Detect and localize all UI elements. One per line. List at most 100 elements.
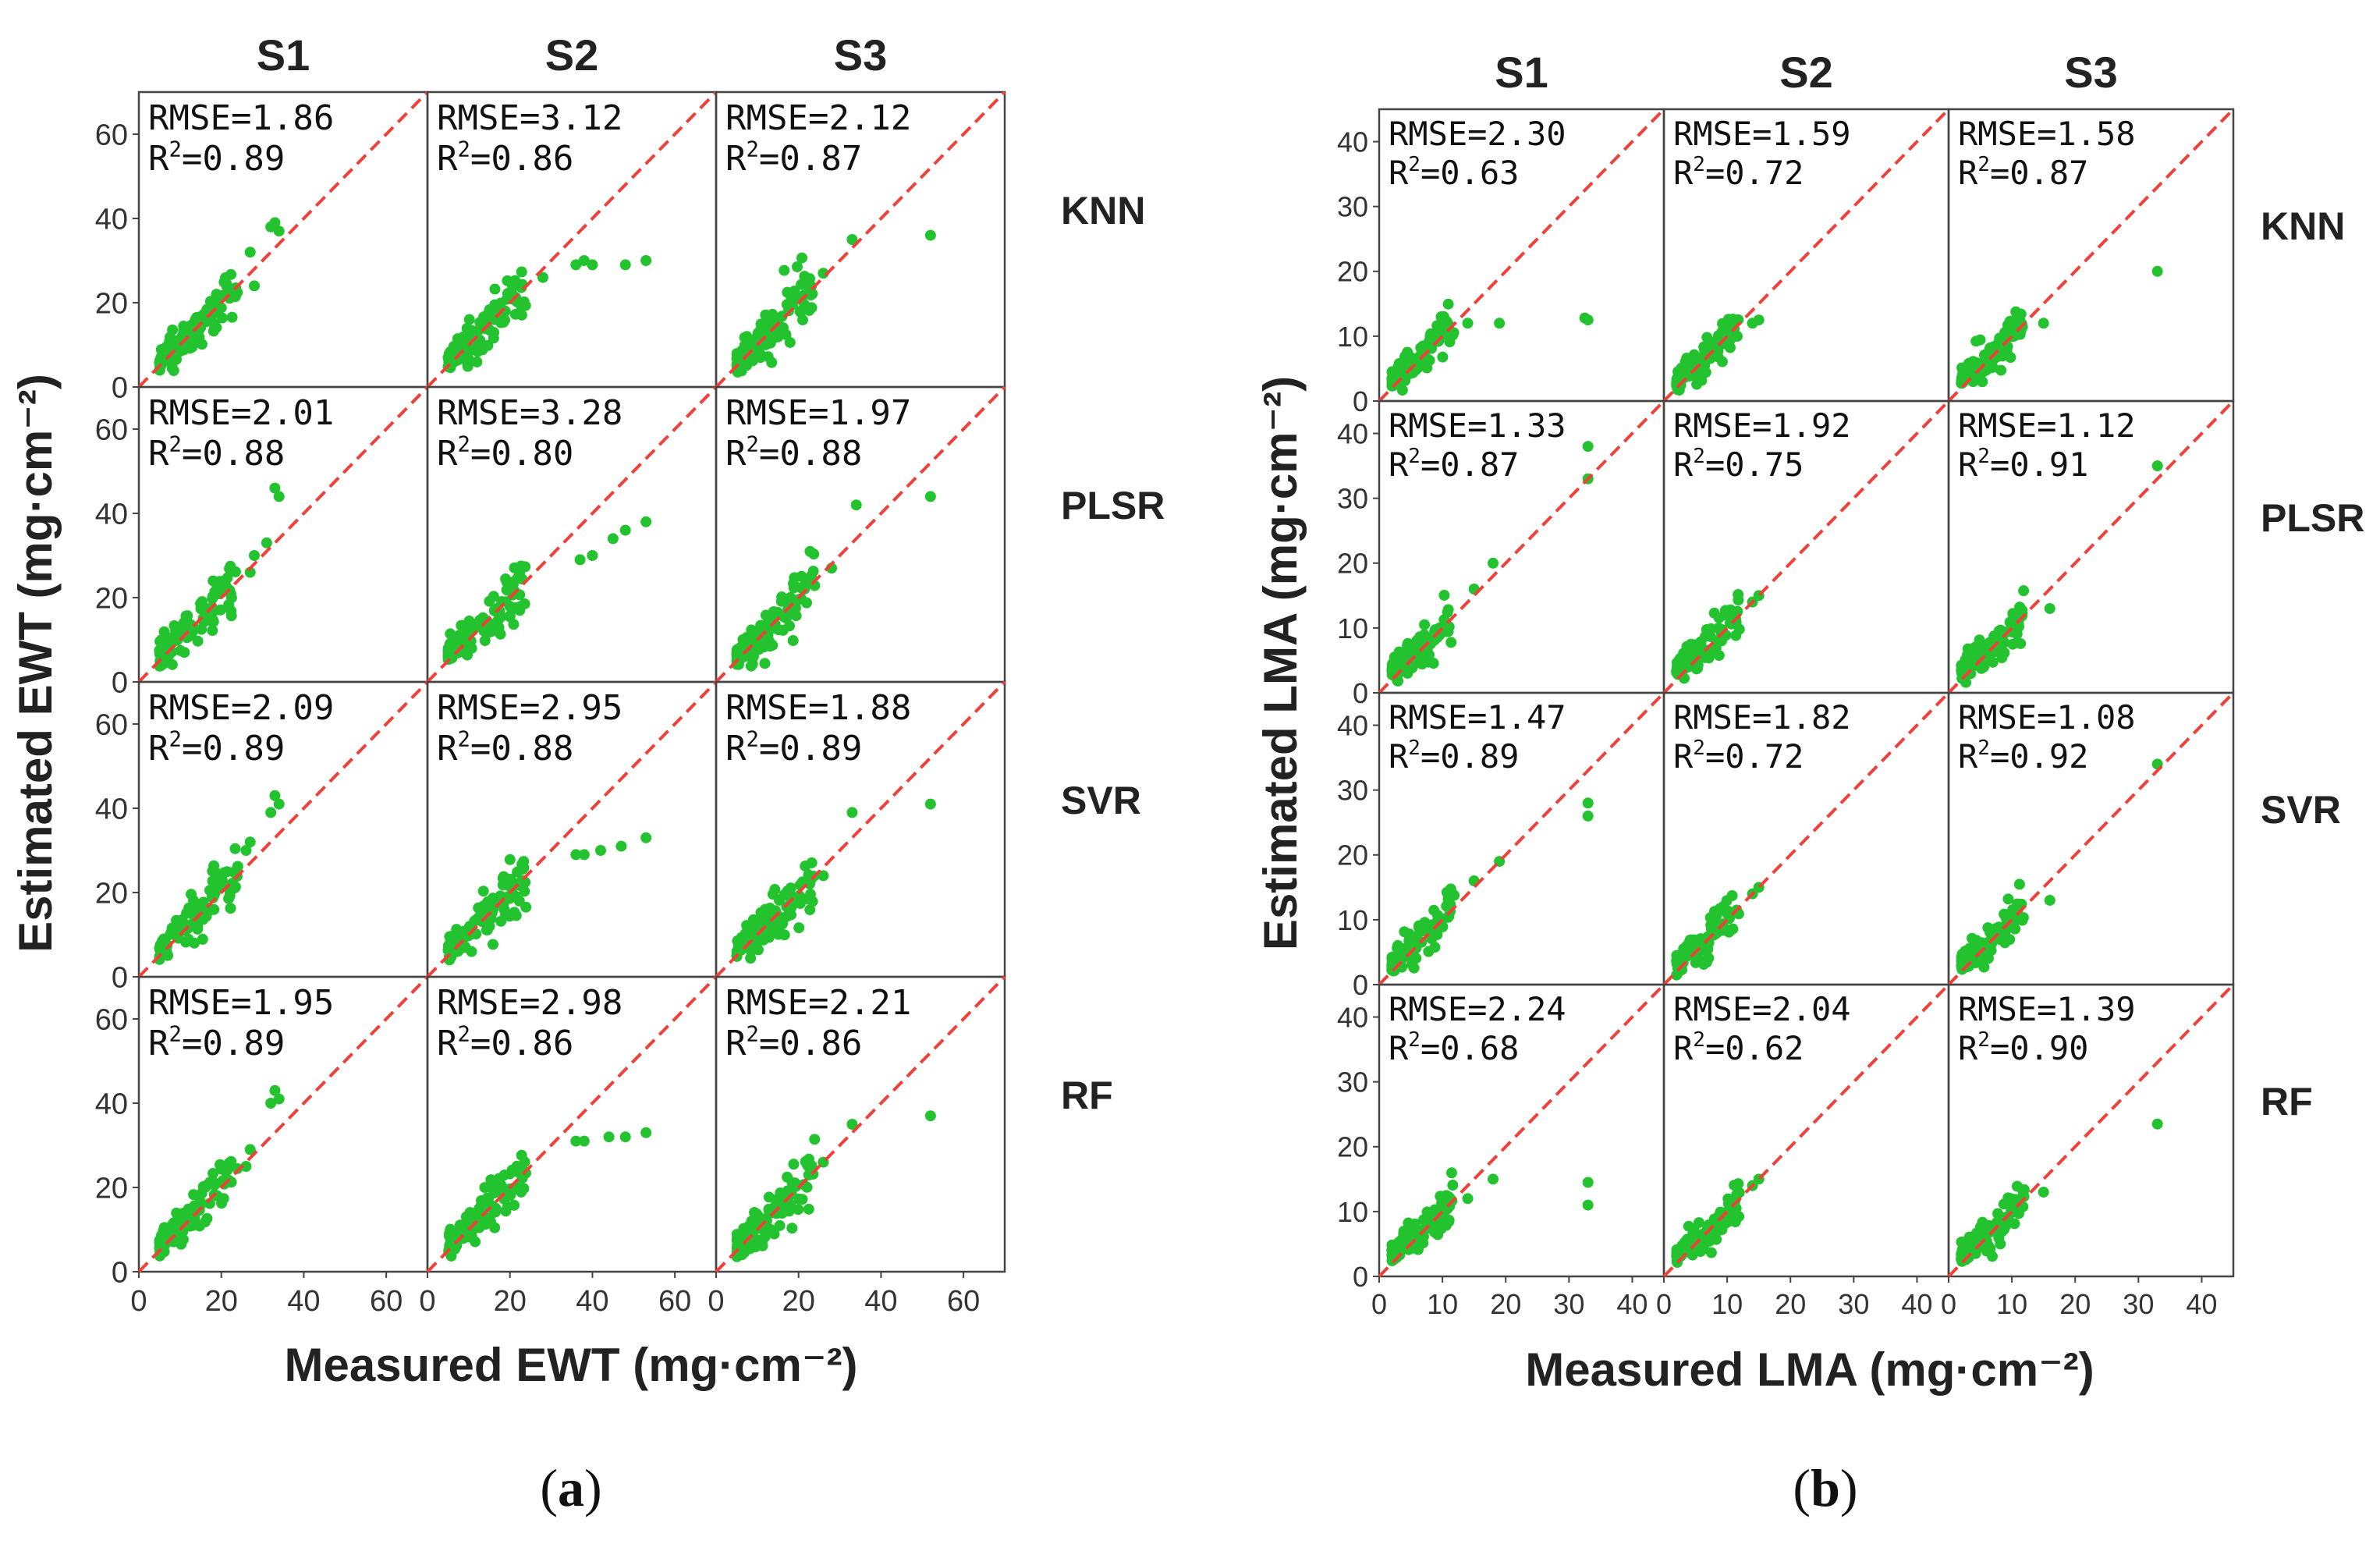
data-point (518, 296, 530, 307)
data-point (229, 843, 241, 854)
data-point-outlier (261, 537, 272, 548)
data-point (175, 644, 186, 656)
one-to-one-line (137, 91, 429, 389)
data-point (222, 1159, 234, 1170)
data-point (504, 610, 516, 622)
x-tick-label: 30 (2123, 1288, 2154, 1320)
data-point (799, 299, 810, 311)
data-point (798, 1179, 810, 1191)
data-point-outlier (924, 229, 936, 241)
data-point (1996, 652, 2008, 664)
rmse-label: RMSE=1.58 (1958, 115, 2136, 153)
data-point (789, 286, 800, 297)
r2-label: R2=0.89 (148, 1022, 285, 1063)
data-point (770, 926, 782, 938)
one-to-one-line (1378, 108, 1665, 403)
data-point (2002, 1214, 2013, 1226)
data-point (1391, 953, 1403, 964)
y-tick-label: 0 (1353, 385, 1368, 417)
data-point (165, 633, 176, 644)
data-point (779, 264, 790, 276)
data-point (1393, 357, 1405, 369)
data-point (1403, 362, 1415, 374)
data-point (226, 884, 238, 896)
data-point-outlier (240, 1161, 252, 1172)
data-point (747, 355, 759, 367)
data-point (776, 591, 788, 603)
data-point (777, 624, 789, 636)
data-point (197, 914, 209, 925)
r2-label: R2=0.91 (1958, 445, 2088, 484)
one-to-one-line (1947, 108, 2235, 403)
y-tick-label: 20 (95, 1173, 128, 1205)
rmse-label: RMSE=3.28 (437, 393, 622, 433)
one-to-one-line (715, 91, 1006, 389)
rmse-label: RMSE=1.97 (725, 393, 911, 433)
r2-label: R2=0.72 (1673, 153, 1804, 192)
data-point (764, 337, 776, 349)
figure-b-row-label-knn: KNN (2261, 204, 2345, 248)
rmse-label: RMSE=3.12 (437, 98, 622, 138)
data-point (479, 1182, 491, 1194)
data-point (199, 1216, 211, 1228)
r2-label: R2=0.88 (437, 727, 573, 768)
data-point (1695, 639, 1707, 651)
one-to-one-line (1378, 399, 1665, 694)
data-point (747, 922, 759, 934)
figure-a: S1 S2 S3KNNPLSRSVRRFRMSE=1.86R2=0.89020406… (9, 30, 1165, 1517)
data-point (789, 1177, 801, 1189)
data-point-outlier (846, 807, 858, 818)
data-point (759, 658, 771, 669)
one-to-one-line (1378, 983, 1665, 1278)
data-point (209, 586, 221, 598)
data-point (750, 1241, 761, 1253)
data-point (1978, 961, 1990, 973)
r2-label: R2=0.90 (1958, 1028, 2088, 1067)
data-point (196, 339, 207, 350)
data-point-outlier (846, 234, 858, 245)
data-point (1442, 298, 1454, 310)
figure-a-column-label-s3: S3 (834, 30, 888, 80)
data-point-outlier (265, 1098, 277, 1109)
data-point (459, 354, 471, 366)
data-point-outlier (2044, 894, 2055, 906)
figure-a-label-letter: a (558, 1458, 584, 1517)
data-point (1722, 321, 1733, 333)
data-point (1995, 1221, 2007, 1233)
data-point (218, 1176, 230, 1187)
data-point (735, 1229, 747, 1241)
r2-label: R2=0.89 (148, 137, 285, 179)
data-point (471, 356, 483, 367)
data-point-outlier (2038, 318, 2049, 329)
data-point (1691, 663, 1703, 675)
data-point (195, 311, 207, 323)
data-point (1711, 909, 1722, 921)
r2-label: R2=0.86 (437, 137, 573, 179)
data-point (1982, 953, 1994, 964)
rmse-label: RMSE=2.24 (1389, 990, 1566, 1028)
data-point (218, 276, 230, 288)
data-point-outlier (2151, 1118, 2163, 1130)
data-point (1674, 655, 1686, 667)
data-point (1733, 1187, 1745, 1198)
data-point (229, 566, 241, 577)
figure-b-label-letter: b (1811, 1458, 1840, 1517)
data-point (764, 641, 776, 652)
rmse-label: RMSE=2.04 (1673, 990, 1851, 1028)
y-tick-label: 10 (1337, 321, 1368, 353)
figure-a-row-label-plsr: PLSR (1061, 484, 1165, 527)
data-point (216, 312, 228, 324)
data-point (787, 605, 799, 617)
x-tick-label: 40 (576, 1285, 608, 1318)
data-point (1715, 635, 1727, 647)
data-point (501, 576, 513, 587)
data-point (1409, 939, 1421, 951)
y-tick-label: 40 (95, 1088, 128, 1121)
data-point-outlier (244, 836, 256, 848)
figure-a-x-axis-title: Measured EWT (mg·cm⁻²) (284, 1339, 857, 1391)
